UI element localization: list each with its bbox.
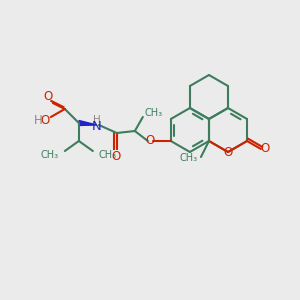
Text: CH₃: CH₃	[99, 150, 117, 160]
Text: O: O	[260, 142, 269, 155]
Text: CH₃: CH₃	[41, 150, 59, 160]
Text: O: O	[111, 149, 121, 163]
Polygon shape	[79, 121, 97, 125]
Text: O: O	[40, 113, 50, 127]
Text: CH₃: CH₃	[145, 108, 163, 118]
Text: H: H	[34, 113, 42, 127]
Text: N: N	[92, 121, 102, 134]
Text: O: O	[224, 146, 232, 158]
Text: O: O	[145, 134, 154, 148]
Text: CH₃: CH₃	[180, 153, 198, 163]
Text: O: O	[43, 89, 52, 103]
Text: H: H	[93, 115, 101, 125]
